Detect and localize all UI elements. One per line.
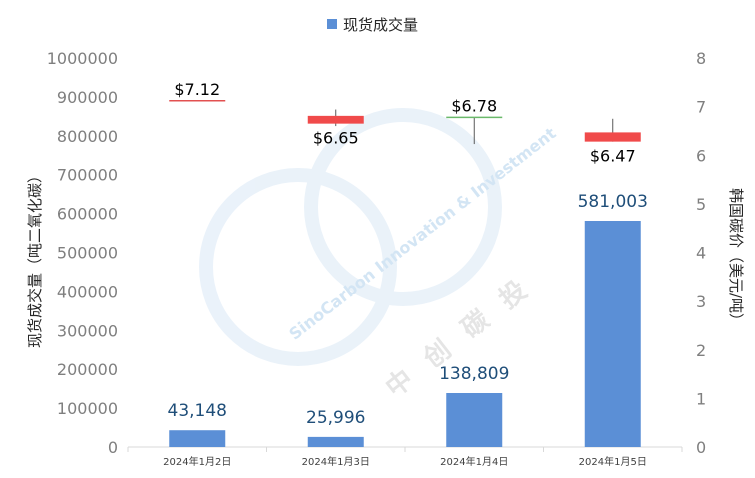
y-right-tick-label: 5 <box>696 195 706 214</box>
y-left-tick-label: 400000 <box>57 282 118 301</box>
y-axis-left-title: 现货成交量（吨二氧化碳） <box>26 168 44 348</box>
y-axis-left: 0 100000 200000 300000 400000 500000 600000 700… <box>47 49 118 457</box>
price-label: $6.47 <box>590 147 636 166</box>
x-axis: 2024年1月2日 2024年1月3日 2024年1月4日 2024年1月5日 <box>127 446 683 468</box>
legend-swatch <box>327 19 337 29</box>
candlestick-series: $7.12 $6.65 $6.78 $6.47 <box>169 80 641 166</box>
price-label: $6.78 <box>451 96 497 115</box>
watermark: SinoCarbon Innovation & Investment 中创碳投 <box>199 108 560 404</box>
y-left-tick-label: 100000 <box>57 399 118 418</box>
y-axis-right-title: 韩国碳价（美元/吨） <box>727 188 745 328</box>
x-tick-label: 2024年1月2日 <box>163 455 231 468</box>
watermark-ring-left <box>199 168 397 366</box>
x-tick-label: 2024年1月5日 <box>579 455 647 468</box>
y-left-tick-label: 600000 <box>57 205 118 224</box>
bar-value-label: 581,003 <box>578 192 648 212</box>
price-label: $7.12 <box>174 80 220 99</box>
watermark-ring-right <box>304 108 502 306</box>
legend-label: 现货成交量 <box>343 16 418 34</box>
bar-value-label: 25,996 <box>306 408 365 428</box>
y-right-tick-label: 4 <box>696 244 706 263</box>
price-label: $6.65 <box>313 129 359 148</box>
legend: 现货成交量 <box>327 16 418 34</box>
bar-value-label: 138,809 <box>439 364 509 384</box>
bar <box>307 436 364 447</box>
y-right-tick-label: 2 <box>696 341 706 360</box>
candle-body <box>584 132 641 142</box>
y-left-tick-label: 200000 <box>57 360 118 379</box>
y-left-tick-label: 800000 <box>57 127 118 146</box>
bar <box>169 430 226 447</box>
x-tick-label: 2024年1月4日 <box>440 455 508 468</box>
y-right-tick-label: 7 <box>696 98 706 117</box>
y-right-tick-label: 1 <box>696 389 706 408</box>
y-left-tick-label: 700000 <box>57 166 118 185</box>
bar-value-label: 43,148 <box>168 401 227 421</box>
bar <box>446 393 503 447</box>
y-left-tick-label: 900000 <box>57 88 118 107</box>
bar <box>584 220 641 447</box>
bar-series: 43,148 25,996 138,809 581,003 <box>168 192 648 447</box>
y-left-tick-label: 300000 <box>57 321 118 340</box>
y-left-tick-label: 0 <box>108 438 118 457</box>
y-right-tick-label: 3 <box>696 292 706 311</box>
y-left-tick-label: 1000000 <box>47 49 118 68</box>
x-tick-label: 2024年1月3日 <box>302 455 370 468</box>
y-axis-right: 0 1 2 3 4 5 6 7 8 <box>696 49 706 457</box>
candle-body <box>307 115 364 124</box>
y-right-tick-label: 0 <box>696 438 706 457</box>
y-left-tick-label: 500000 <box>57 244 118 263</box>
y-right-tick-label: 6 <box>696 146 706 165</box>
y-right-tick-label: 8 <box>696 49 706 68</box>
